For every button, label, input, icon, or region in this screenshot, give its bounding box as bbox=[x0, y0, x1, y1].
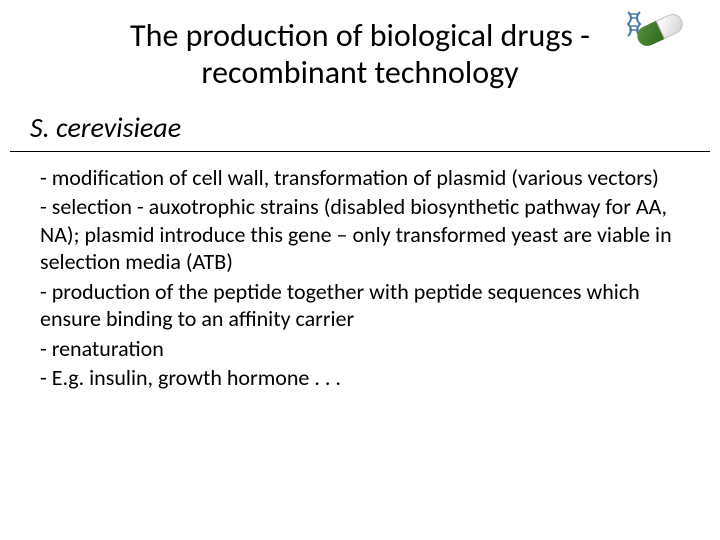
bullet-item: - renaturation bbox=[40, 335, 680, 363]
bullet-item: - E.g. insulin, growth hormone . . . bbox=[40, 364, 680, 392]
bullet-item: - production of the peptide together wit… bbox=[40, 278, 680, 333]
bullet-item: - selection - auxotrophic strains (disab… bbox=[40, 193, 680, 276]
dna-capsule-icon bbox=[630, 12, 690, 52]
section-subtitle: S. cerevisieae bbox=[10, 100, 710, 152]
content-area: - modification of cell wall, transformat… bbox=[0, 160, 720, 392]
bullet-item: - modification of cell wall, transformat… bbox=[40, 164, 680, 192]
page-title: The production of biological drugs - rec… bbox=[0, 0, 720, 100]
